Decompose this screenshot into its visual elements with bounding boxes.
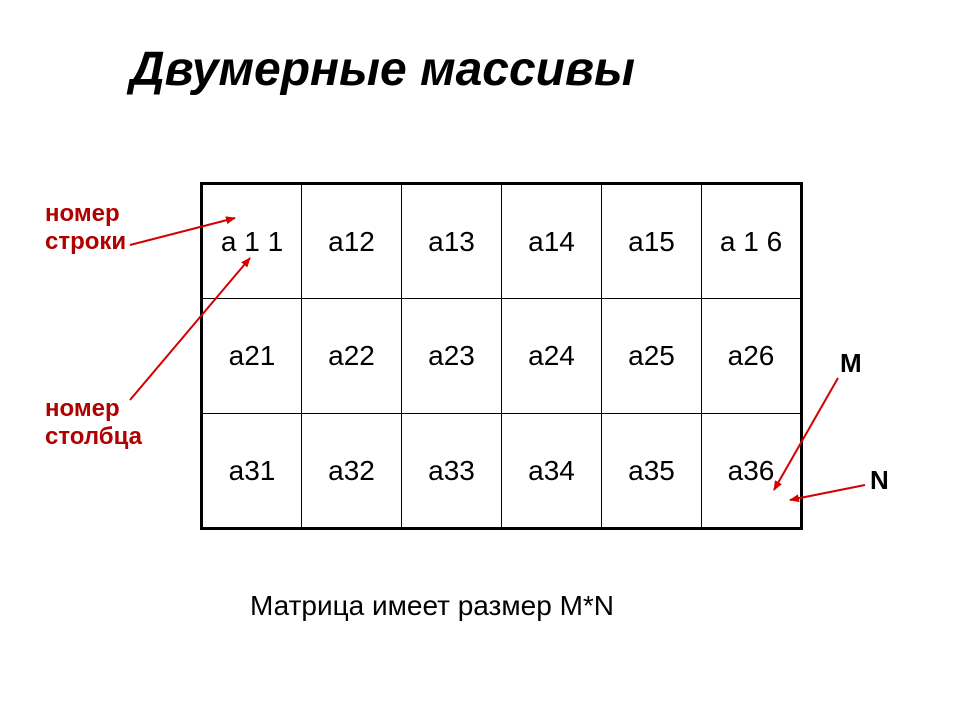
matrix-cell: a26 (702, 299, 802, 414)
matrix-cell: a 1 6 (702, 184, 802, 299)
matrix-cell: a15 (602, 184, 702, 299)
n-label: N (870, 465, 889, 496)
col-index-label-line1: номер (45, 395, 120, 422)
matrix-cell: a35 (602, 414, 702, 529)
matrix-table: а 1 1a12a13a14a15a 1 6a21a22a23a24a25a26… (200, 182, 803, 530)
matrix-cell: a36 (702, 414, 802, 529)
matrix-cell: a24 (502, 299, 602, 414)
matrix-cell: a32 (302, 414, 402, 529)
matrix-cell: а 1 1 (202, 184, 302, 299)
col-index-label-line2: столбца (45, 423, 142, 450)
matrix-cell: a34 (502, 414, 602, 529)
matrix-cell: a14 (502, 184, 602, 299)
matrix-cell: a13 (402, 184, 502, 299)
matrix-cell: a12 (302, 184, 402, 299)
slide-stage: Двумерные массивы а 1 1a12a13a14a15a 1 6… (0, 0, 960, 720)
matrix-cell: a31 (202, 414, 302, 529)
matrix-row: a21a22a23a24a25a26 (202, 299, 802, 414)
row-index-label-line2: строки (45, 228, 126, 255)
matrix-row: а 1 1a12a13a14a15a 1 6 (202, 184, 802, 299)
row-index-label-line1: номер (45, 200, 120, 227)
matrix-cell: a33 (402, 414, 502, 529)
matrix-caption: Матрица имеет размер M*N (250, 590, 614, 622)
matrix-body: а 1 1a12a13a14a15a 1 6a21a22a23a24a25a26… (202, 184, 802, 529)
matrix-row: a31a32a33a34a35a36 (202, 414, 802, 529)
col-index-label: номер столбца (45, 395, 142, 451)
slide-title: Двумерные массивы (130, 42, 635, 97)
matrix-cell: a25 (602, 299, 702, 414)
matrix-cell: a22 (302, 299, 402, 414)
matrix-cell: a21 (202, 299, 302, 414)
m-label: M (840, 348, 862, 379)
row-index-label: номер строки (45, 200, 126, 256)
matrix-cell: a23 (402, 299, 502, 414)
